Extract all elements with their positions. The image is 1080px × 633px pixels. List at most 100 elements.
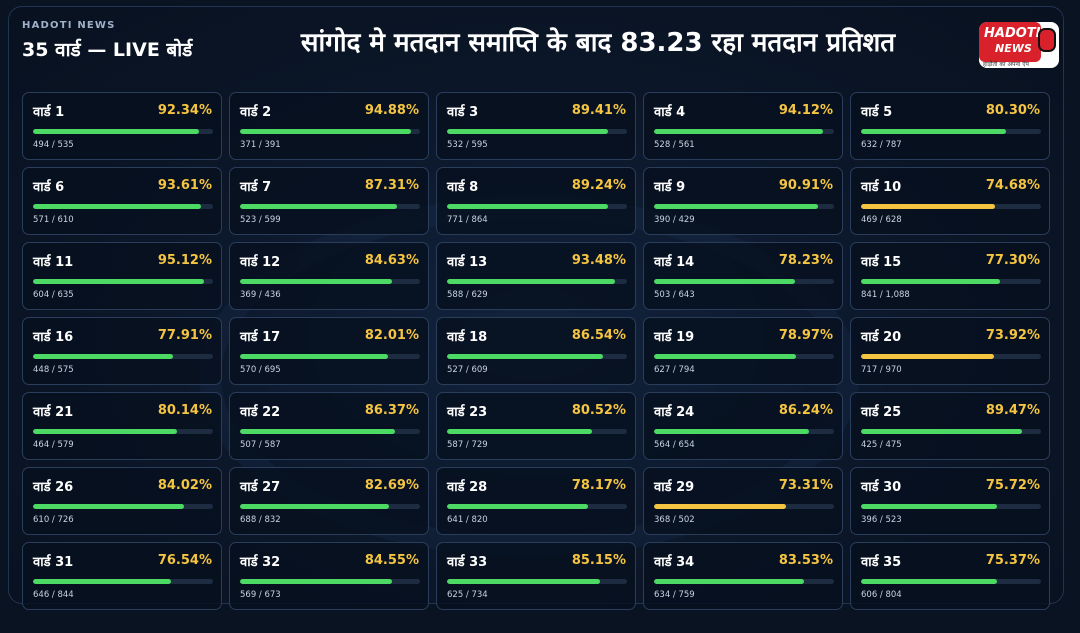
ward-percent: 80.14% bbox=[157, 403, 212, 418]
turnout-bar-fill bbox=[654, 354, 797, 359]
ward-percent: 86.54% bbox=[571, 328, 626, 343]
ward-vote-count: 469 / 628 bbox=[861, 215, 902, 225]
ward-vote-count: 371 / 391 bbox=[240, 140, 281, 150]
ward-card: वार्ड 29 73.31% 368 / 502 bbox=[643, 467, 843, 535]
ward-card: वार्ड 32 84.55% 569 / 673 bbox=[229, 542, 429, 610]
turnout-bar-track bbox=[654, 129, 834, 134]
ward-vote-count: 571 / 610 bbox=[33, 215, 74, 225]
turnout-bar-track bbox=[861, 354, 1041, 359]
ward-vote-count: 494 / 535 bbox=[33, 140, 74, 150]
ward-card: वार्ड 22 86.37% 507 / 587 bbox=[229, 392, 429, 460]
ward-vote-count: 396 / 523 bbox=[861, 515, 902, 525]
ward-card: वार्ड 6 93.61% 571 / 610 bbox=[22, 167, 222, 235]
turnout-bar-fill bbox=[654, 429, 810, 434]
ward-label: वार्ड 14 bbox=[654, 255, 695, 270]
ward-label: वार्ड 20 bbox=[861, 330, 902, 345]
turnout-bar-track bbox=[654, 504, 834, 509]
ward-percent: 94.12% bbox=[778, 103, 833, 118]
ward-label: वार्ड 22 bbox=[240, 405, 281, 420]
ward-vote-count: 532 / 595 bbox=[447, 140, 488, 150]
logo-text-hadoti: HADOTI bbox=[984, 26, 1041, 41]
ward-percent: 78.23% bbox=[778, 253, 833, 268]
ward-label: वार्ड 19 bbox=[654, 330, 695, 345]
turnout-bar-fill bbox=[447, 429, 592, 434]
ward-label: वार्ड 3 bbox=[447, 105, 479, 120]
turnout-bar-track bbox=[240, 504, 420, 509]
ward-label: वार्ड 26 bbox=[33, 480, 74, 495]
turnout-bar-track bbox=[447, 129, 627, 134]
ward-card: वार्ड 18 86.54% 527 / 609 bbox=[436, 317, 636, 385]
turnout-bar-fill bbox=[861, 429, 1023, 434]
ward-card: वार्ड 10 74.68% 469 / 628 bbox=[850, 167, 1050, 235]
turnout-bar-fill bbox=[240, 354, 388, 359]
ward-label: वार्ड 8 bbox=[447, 180, 479, 195]
ward-percent: 75.37% bbox=[985, 553, 1040, 568]
turnout-bar-track bbox=[447, 204, 627, 209]
ward-label: वार्ड 1 bbox=[33, 105, 65, 120]
ward-percent: 75.72% bbox=[985, 478, 1040, 493]
ward-label: वार्ड 29 bbox=[654, 480, 695, 495]
ward-label: वार्ड 34 bbox=[654, 555, 695, 570]
ward-vote-count: 771 / 864 bbox=[447, 215, 488, 225]
turnout-bar-track bbox=[447, 354, 627, 359]
turnout-bar-fill bbox=[861, 129, 1006, 134]
turnout-bar-track bbox=[861, 204, 1041, 209]
turnout-bar-track bbox=[861, 429, 1041, 434]
logo-text-news: NEWS bbox=[995, 42, 1032, 55]
turnout-bar-fill bbox=[240, 129, 411, 134]
ward-vote-count: 368 / 502 bbox=[654, 515, 695, 525]
turnout-bar-track bbox=[240, 129, 420, 134]
ward-label: वार्ड 6 bbox=[33, 180, 65, 195]
ward-percent: 76.54% bbox=[157, 553, 212, 568]
ward-vote-count: 464 / 579 bbox=[33, 440, 74, 450]
ward-percent: 84.02% bbox=[157, 478, 212, 493]
turnout-bar-fill bbox=[447, 204, 608, 209]
turnout-bar-track bbox=[33, 504, 213, 509]
ward-percent: 77.91% bbox=[157, 328, 212, 343]
turnout-bar-track bbox=[240, 204, 420, 209]
ward-percent: 78.17% bbox=[571, 478, 626, 493]
turnout-bar-track bbox=[240, 354, 420, 359]
ward-vote-count: 841 / 1,088 bbox=[861, 290, 910, 300]
turnout-bar-track bbox=[447, 279, 627, 284]
ward-percent: 86.37% bbox=[364, 403, 419, 418]
turnout-bar-fill bbox=[654, 279, 795, 284]
ward-vote-count: 569 / 673 bbox=[240, 590, 281, 600]
ward-card: वार्ड 25 89.47% 425 / 475 bbox=[850, 392, 1050, 460]
turnout-bar-fill bbox=[861, 579, 997, 584]
ward-label: वार्ड 24 bbox=[654, 405, 695, 420]
ward-label: वार्ड 5 bbox=[861, 105, 893, 120]
ward-card: वार्ड 19 78.97% 627 / 794 bbox=[643, 317, 843, 385]
ward-card: वार्ड 33 85.15% 625 / 734 bbox=[436, 542, 636, 610]
turnout-bar-track bbox=[654, 429, 834, 434]
ward-percent: 73.31% bbox=[778, 478, 833, 493]
ward-label: वार्ड 2 bbox=[240, 105, 272, 120]
ward-vote-count: 528 / 561 bbox=[654, 140, 695, 150]
ward-label: वार्ड 12 bbox=[240, 255, 281, 270]
board-title: 35 वार्ड — LIVE बोर्ड bbox=[22, 39, 193, 61]
ward-percent: 93.61% bbox=[157, 178, 212, 193]
turnout-bar-fill bbox=[861, 204, 996, 209]
ward-label: वार्ड 11 bbox=[33, 255, 74, 270]
ward-percent: 74.68% bbox=[985, 178, 1040, 193]
turnout-bar-track bbox=[447, 429, 627, 434]
ward-label: वार्ड 4 bbox=[654, 105, 686, 120]
turnout-bar-track bbox=[447, 579, 627, 584]
ward-card: वार्ड 7 87.31% 523 / 599 bbox=[229, 167, 429, 235]
ward-card: वार्ड 8 89.24% 771 / 864 bbox=[436, 167, 636, 235]
turnout-bar-fill bbox=[861, 354, 995, 359]
ward-percent: 80.30% bbox=[985, 103, 1040, 118]
ward-card: वार्ड 13 93.48% 588 / 629 bbox=[436, 242, 636, 310]
ward-card: वार्ड 35 75.37% 606 / 804 bbox=[850, 542, 1050, 610]
ward-percent: 82.69% bbox=[364, 478, 419, 493]
ward-label: वार्ड 7 bbox=[240, 180, 272, 195]
ward-card: वार्ड 31 76.54% 646 / 844 bbox=[22, 542, 222, 610]
ward-card: वार्ड 34 83.53% 634 / 759 bbox=[643, 542, 843, 610]
ward-percent: 89.24% bbox=[571, 178, 626, 193]
turnout-bar-track bbox=[654, 579, 834, 584]
ward-percent: 84.55% bbox=[364, 553, 419, 568]
ward-percent: 82.01% bbox=[364, 328, 419, 343]
ward-vote-count: 646 / 844 bbox=[33, 590, 74, 600]
turnout-bar-track bbox=[654, 204, 834, 209]
ward-percent: 92.34% bbox=[157, 103, 212, 118]
